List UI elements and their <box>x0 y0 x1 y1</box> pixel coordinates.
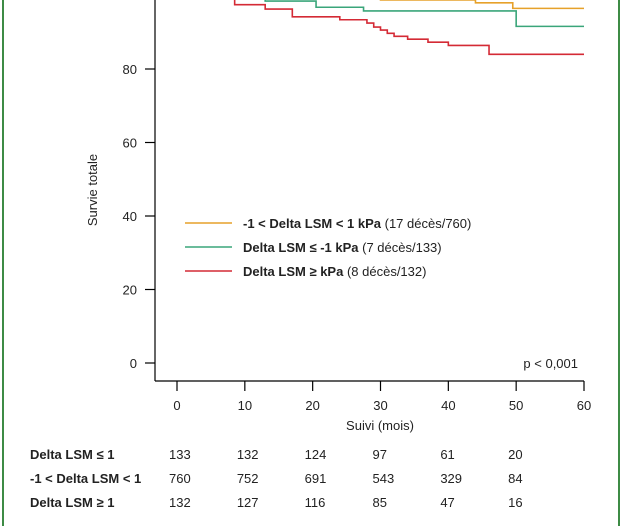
risk-table-cell: 760 <box>169 471 191 486</box>
y-axis-label: Survie totale <box>85 154 100 226</box>
x-tick-label: 20 <box>305 398 319 413</box>
risk-table-cell: 20 <box>508 447 522 462</box>
risk-table-row-label: Delta LSM ≤ 1 <box>30 447 114 462</box>
x-tick-label: 40 <box>441 398 455 413</box>
risk-table-cell: 132 <box>237 447 259 462</box>
risk-table-row-label: -1 < Delta LSM < 1 <box>30 471 141 486</box>
survival-curve-3 <box>233 0 584 56</box>
x-tick-label: 30 <box>373 398 387 413</box>
risk-table-cell: 127 <box>237 495 259 510</box>
legend-label-2: Delta LSM ≤ -1 kPa (7 décès/133) <box>243 240 442 255</box>
legend-label-1: -1 < Delta LSM < 1 kPa (17 décès/760) <box>243 216 471 231</box>
x-tick-label: 60 <box>577 398 591 413</box>
p-value-annotation: p < 0,001 <box>523 356 578 371</box>
survival-curve-2 <box>264 0 584 28</box>
risk-table-cell: 97 <box>373 447 387 462</box>
x-tick-label: 10 <box>238 398 252 413</box>
risk-table-cell: 691 <box>305 471 327 486</box>
x-tick-label: 50 <box>509 398 523 413</box>
x-axis-label: Suivi (mois) <box>346 418 414 433</box>
risk-table-cell: 124 <box>305 447 327 462</box>
risk-table-cell: 543 <box>373 471 395 486</box>
risk-table-cell: 47 <box>440 495 454 510</box>
risk-table-cell: 132 <box>169 495 191 510</box>
y-tick-label: 20 <box>123 283 137 298</box>
y-tick-label: 60 <box>123 136 137 151</box>
y-tick-label: 0 <box>130 356 137 371</box>
y-tick-label: 40 <box>123 209 137 224</box>
risk-table-cell: 85 <box>373 495 387 510</box>
risk-table-cell: 329 <box>440 471 462 486</box>
risk-table-cell: 116 <box>305 495 326 510</box>
legend-label-3: Delta LSM ≥ kPa (8 décès/132) <box>243 264 426 279</box>
risk-table-cell: 752 <box>237 471 259 486</box>
survival-curve-1 <box>379 0 584 10</box>
x-tick-label: 0 <box>173 398 180 413</box>
risk-table-cell: 16 <box>508 495 522 510</box>
risk-table-cell: 61 <box>440 447 454 462</box>
risk-table-row-label: Delta LSM ≥ 1 <box>30 495 114 510</box>
risk-table-cell: 133 <box>169 447 191 462</box>
risk-table-cell: 84 <box>508 471 522 486</box>
y-tick-label: 80 <box>123 62 137 77</box>
